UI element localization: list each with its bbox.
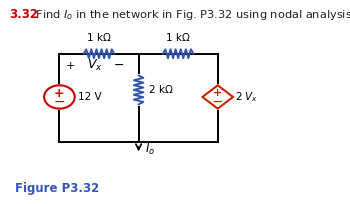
Text: 3.32: 3.32 [9, 8, 38, 21]
Text: −: − [212, 94, 224, 108]
Text: −: − [113, 59, 124, 72]
Text: 1 kΩ: 1 kΩ [87, 33, 111, 43]
Text: +: + [54, 87, 65, 100]
Text: 12 V: 12 V [78, 92, 101, 102]
Text: 2 kΩ: 2 kΩ [149, 85, 173, 95]
Text: Find $I_o$ in the network in Fig. P3.32 using nodal analysis.: Find $I_o$ in the network in Fig. P3.32 … [32, 8, 350, 22]
Text: $V_x$: $V_x$ [87, 58, 103, 73]
Text: $I_o$: $I_o$ [145, 142, 155, 157]
Text: 1 kΩ: 1 kΩ [166, 33, 190, 43]
Text: −: − [54, 94, 65, 108]
Text: +: + [65, 61, 75, 71]
Text: +: + [213, 88, 222, 98]
Text: 2 $V_x$: 2 $V_x$ [235, 90, 258, 104]
Text: Figure P3.32: Figure P3.32 [15, 182, 99, 195]
